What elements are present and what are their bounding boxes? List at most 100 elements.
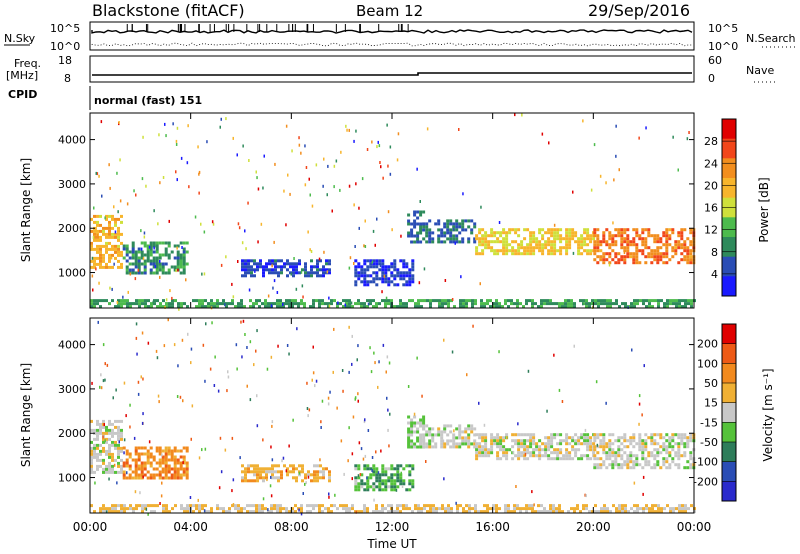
power-cell bbox=[279, 299, 282, 303]
velocity-cell bbox=[549, 504, 552, 508]
velocity-cell bbox=[606, 507, 609, 511]
velocity-cell bbox=[179, 464, 183, 468]
nave-tick-low: 0 bbox=[708, 72, 715, 85]
velocity-cell bbox=[473, 442, 477, 446]
velocity-cell bbox=[129, 504, 132, 508]
nave-tick-high: 60 bbox=[708, 54, 722, 67]
velocity-cell bbox=[408, 482, 412, 486]
velocity-cell bbox=[117, 425, 120, 429]
velocity-cell bbox=[279, 504, 282, 508]
power-cell bbox=[474, 302, 477, 306]
power-cell bbox=[422, 237, 426, 241]
power-noise-dot bbox=[276, 291, 279, 294]
velocity-cell bbox=[647, 460, 651, 464]
velocity-cell bbox=[680, 433, 684, 437]
power-cell bbox=[90, 247, 93, 251]
velocity-cell bbox=[644, 445, 648, 449]
velocity-noise-dot bbox=[642, 475, 645, 479]
velocity-cell bbox=[441, 504, 444, 508]
power-cell bbox=[316, 262, 319, 266]
velocity-cell bbox=[363, 464, 367, 468]
velocity-cell bbox=[316, 473, 319, 477]
power-noise-dot bbox=[175, 170, 177, 174]
power-cell bbox=[231, 302, 234, 306]
power-cell bbox=[680, 234, 684, 238]
velocity-cell bbox=[99, 425, 102, 429]
power-cell bbox=[531, 305, 534, 309]
velocity-cell bbox=[117, 431, 120, 435]
power-cell bbox=[593, 252, 597, 256]
velocity-cell bbox=[96, 437, 99, 441]
power-noise-dot bbox=[400, 234, 402, 238]
power-cell bbox=[502, 246, 506, 250]
velocity-cell bbox=[458, 424, 462, 428]
power-cell bbox=[276, 302, 279, 306]
power-cell bbox=[301, 268, 304, 272]
velocity-cell bbox=[475, 451, 479, 455]
velocity-cell bbox=[538, 445, 542, 449]
power-cell bbox=[111, 232, 114, 236]
power-cell bbox=[651, 299, 654, 303]
velocity-cell bbox=[354, 467, 358, 471]
power-cell bbox=[480, 302, 483, 306]
power-cell bbox=[357, 274, 361, 278]
velocity-cell bbox=[411, 479, 415, 483]
velocity-noise-dot bbox=[584, 493, 586, 497]
velocity-noise-dot bbox=[306, 381, 308, 385]
velocity-cell bbox=[618, 507, 621, 511]
power-cell bbox=[125, 244, 129, 248]
power-cell bbox=[567, 302, 570, 306]
power-cell bbox=[481, 249, 485, 253]
power-cell bbox=[108, 253, 111, 257]
velocity-cell bbox=[419, 442, 423, 446]
velocity-noise-dot bbox=[232, 478, 235, 482]
velocity-cell bbox=[102, 470, 105, 474]
power-cell bbox=[310, 268, 313, 272]
power-cell bbox=[602, 258, 606, 262]
velocity-cell bbox=[150, 510, 153, 514]
power-cell bbox=[304, 268, 307, 272]
power-cell bbox=[411, 299, 414, 303]
velocity-cell bbox=[132, 507, 135, 511]
power-cell bbox=[182, 250, 186, 254]
velocity-cell bbox=[638, 463, 642, 467]
power-cell bbox=[553, 252, 557, 256]
velocity-cell bbox=[108, 452, 111, 456]
power-cell bbox=[231, 299, 234, 303]
velocity-cell bbox=[553, 451, 557, 455]
power-cell bbox=[593, 246, 597, 250]
power-cell bbox=[568, 243, 572, 247]
velocity-cell bbox=[662, 448, 666, 452]
velocity-cell bbox=[413, 445, 417, 449]
power-cell bbox=[327, 302, 330, 306]
power-cell bbox=[357, 265, 361, 269]
velocity-cell bbox=[410, 439, 414, 443]
velocity-cell bbox=[99, 507, 102, 511]
power-noise-dot bbox=[340, 150, 342, 154]
power-cell bbox=[141, 302, 144, 306]
velocity-cell bbox=[473, 433, 477, 437]
power-cell bbox=[565, 234, 569, 238]
velocity-cell bbox=[318, 504, 321, 508]
velocity-cell bbox=[381, 479, 385, 483]
power-colorbar-label: 8 bbox=[711, 246, 718, 259]
velocity-cell bbox=[207, 510, 210, 514]
power-cell bbox=[487, 243, 491, 247]
power-noise-dot bbox=[301, 284, 304, 288]
velocity-cell bbox=[620, 436, 624, 440]
velocity-cell bbox=[623, 463, 627, 467]
power-noise-dot bbox=[363, 244, 365, 248]
velocity-cell bbox=[653, 439, 657, 443]
velocity-cell bbox=[294, 510, 297, 514]
power-cell bbox=[677, 231, 681, 235]
power-noise-dot bbox=[618, 168, 620, 172]
velocity-cell bbox=[580, 442, 584, 446]
velocity-cell bbox=[571, 445, 575, 449]
velocity-cell bbox=[645, 507, 648, 511]
velocity-noise-dot bbox=[386, 355, 389, 359]
power-cell bbox=[137, 265, 141, 269]
velocity-cell bbox=[429, 504, 432, 508]
power-noise-dot bbox=[376, 145, 378, 149]
